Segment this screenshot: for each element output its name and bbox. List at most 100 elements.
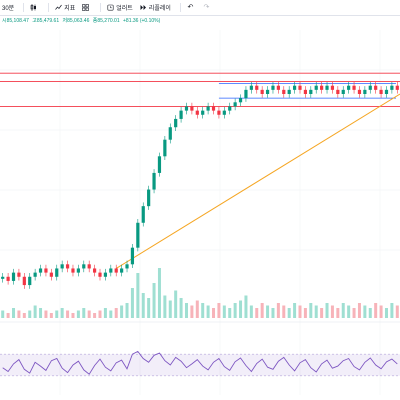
toolbar-divider xyxy=(179,3,181,12)
candle-body xyxy=(374,85,378,90)
alarm-clock-icon xyxy=(107,4,114,11)
candle-body xyxy=(6,276,10,281)
volume-bar xyxy=(320,308,324,318)
candle-body xyxy=(336,89,340,94)
volume-bar xyxy=(87,310,91,318)
volume-bar xyxy=(152,283,156,318)
volume-bar xyxy=(60,308,64,318)
ohlc-high: 고85,479.61 xyxy=(32,18,60,24)
candle-body xyxy=(28,276,32,286)
candle-body xyxy=(168,127,172,140)
rsi-line xyxy=(2,350,398,375)
replay-button[interactable]: 리플레이 xyxy=(140,3,171,12)
volume-bar xyxy=(244,295,248,318)
replay-icon xyxy=(140,4,147,11)
candle-body xyxy=(271,85,275,90)
volume-bar xyxy=(357,303,361,318)
volume-bar xyxy=(168,300,172,318)
toolbar-divider xyxy=(23,3,25,12)
candle-body xyxy=(103,272,108,277)
candle-body xyxy=(38,268,43,273)
volume-bar xyxy=(384,308,388,318)
redo-button[interactable]: ↷ xyxy=(203,4,212,11)
volume-bar xyxy=(17,310,21,318)
bar-style-button[interactable] xyxy=(30,4,39,11)
candle-body xyxy=(363,89,367,94)
volume-bar xyxy=(368,308,372,318)
candle-body xyxy=(114,268,118,273)
interval-label: 30분 xyxy=(2,6,15,12)
candle-body xyxy=(1,276,5,279)
undo-button[interactable]: ↶ xyxy=(187,4,196,11)
volume-bar xyxy=(201,303,205,318)
candle-body xyxy=(22,276,26,286)
candle-body xyxy=(238,98,243,103)
volume-bar xyxy=(39,308,43,318)
candle-body xyxy=(384,89,389,94)
volume-bar xyxy=(49,313,53,318)
volume-bar xyxy=(114,308,118,318)
candle-body xyxy=(49,272,53,277)
volume-bar xyxy=(336,308,340,318)
volume-bar xyxy=(71,313,75,318)
volume-bar xyxy=(157,268,161,318)
ohlc-open: 시85,108.47 xyxy=(2,18,29,24)
volume-bar xyxy=(347,305,351,318)
candle-body xyxy=(147,189,151,207)
candle-body xyxy=(287,89,291,94)
candle-body xyxy=(222,110,226,115)
volume-bar xyxy=(352,308,356,318)
volume-bar xyxy=(93,313,97,318)
candle-body xyxy=(71,268,75,273)
volume-bar xyxy=(190,305,194,318)
volume-bar xyxy=(390,303,394,318)
volume-bar xyxy=(12,308,16,318)
candle-body xyxy=(109,268,113,273)
volume-bar xyxy=(28,310,32,318)
candle-body xyxy=(303,89,308,94)
indicators-label: 지표 xyxy=(64,6,76,12)
candle-body xyxy=(120,268,124,273)
volume-bar xyxy=(222,305,226,318)
volume-bar xyxy=(341,303,345,318)
templates-button[interactable] xyxy=(82,4,91,11)
candle-body xyxy=(282,89,286,94)
candle-body xyxy=(211,106,216,111)
candle-body xyxy=(174,118,178,128)
volume-bar xyxy=(66,310,70,318)
volume-bar xyxy=(6,313,10,318)
candle-body xyxy=(395,85,399,90)
candle-body xyxy=(195,110,199,115)
candle-body xyxy=(309,89,313,94)
volume-bar xyxy=(98,310,102,318)
volume-bar xyxy=(212,308,216,318)
volume-bar xyxy=(103,308,107,318)
volume-bar xyxy=(379,305,383,318)
volume-bar xyxy=(298,305,302,318)
candle-body xyxy=(76,268,80,273)
alert-button[interactable]: 얼러트 xyxy=(107,3,133,12)
volume-bar xyxy=(374,303,378,318)
ohlc-legend: 시85,108.47 고85,479.61 저85,063.46 종85,270… xyxy=(2,17,162,24)
candle-body xyxy=(136,222,140,248)
grid-icon xyxy=(82,4,90,11)
candle-body xyxy=(298,85,302,90)
volume-bar xyxy=(287,308,291,318)
volume-bar xyxy=(217,303,221,318)
interval-button[interactable]: 30분 xyxy=(2,3,14,12)
volume-bar xyxy=(130,288,134,318)
candle-body xyxy=(330,85,335,90)
candle-body xyxy=(244,89,248,99)
volume-bar xyxy=(303,308,307,318)
volume-bar xyxy=(22,313,26,318)
volume-bar xyxy=(109,310,113,318)
volume-bar xyxy=(260,303,264,318)
trend-line xyxy=(115,93,400,269)
candle-body xyxy=(60,264,64,269)
indicators-button[interactable]: 지표 xyxy=(55,3,75,12)
candle-body xyxy=(368,85,372,90)
volume-bar xyxy=(184,303,188,318)
candle-body xyxy=(130,247,135,265)
candle-body xyxy=(44,268,48,273)
